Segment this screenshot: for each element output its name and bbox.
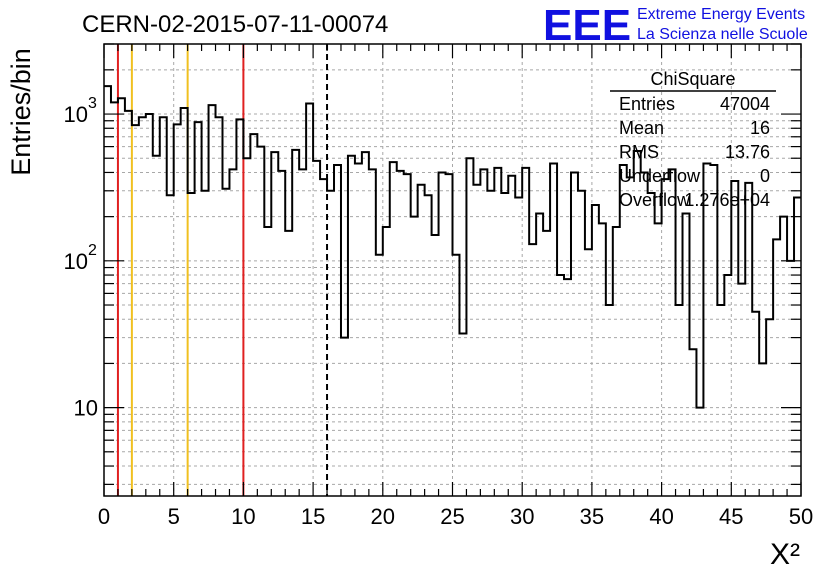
y-tick-label: 10 (74, 396, 98, 421)
x-tick-label: 10 (231, 504, 255, 529)
stats-value: 13.76 (725, 142, 770, 162)
x-tick-label: 15 (301, 504, 325, 529)
chart-title: CERN-02-2015-07-11-00074 (82, 11, 388, 38)
x-axis-title: X² (770, 538, 800, 571)
stats-value: 47004 (720, 94, 770, 114)
stats-box: ChiSquare Entries 47004 Mean 16 RMS 13.76 Unde… (610, 69, 776, 210)
y-tick-label: 10 (64, 249, 88, 274)
stats-label: Underflow (619, 166, 701, 186)
x-tick-label: 50 (789, 504, 813, 529)
logo-line-1: Extreme Energy Events (637, 6, 805, 23)
x-tick-label: 5 (168, 504, 180, 529)
stats-label: Overflow (619, 190, 691, 210)
y-tick-exponent: 3 (88, 95, 97, 112)
y-tick-exponent: 2 (88, 242, 97, 259)
stats-value: 0 (760, 166, 770, 186)
x-tick-label: 30 (510, 504, 534, 529)
stats-value: 16 (750, 118, 770, 138)
reference-lines (116, 44, 329, 496)
axis-ticks (103, 43, 802, 496)
x-tick-label: 45 (719, 504, 743, 529)
x-tick-label: 35 (580, 504, 604, 529)
y-tick-label: 10 (64, 102, 88, 127)
eee-logo: EEE Extreme Energy Events La Scienza nel… (543, 1, 808, 50)
histogram-step-line (104, 85, 801, 409)
stats-label: Entries (619, 94, 675, 114)
x-tick-label: 25 (440, 504, 464, 529)
stats-label: RMS (619, 142, 659, 162)
logo-line-2: La Scienza nelle Scuole (637, 26, 808, 43)
x-tick-label: 40 (649, 504, 673, 529)
stats-title: ChiSquare (650, 69, 735, 89)
x-tick-label: 20 (371, 504, 395, 529)
x-tick-labels: 0 5 10 15 20 25 30 35 40 45 50 (98, 504, 813, 529)
stats-rows: Entries 47004 Mean 16 RMS 13.76 Underflow 0 Over… (619, 94, 770, 210)
stats-value: 1.276e+04 (684, 190, 770, 210)
eee-logo-mark: EEE (543, 1, 631, 50)
y-axis-title: Entries/bin (6, 48, 36, 176)
stats-label: Mean (619, 118, 664, 138)
x-tick-label: 0 (98, 504, 110, 529)
